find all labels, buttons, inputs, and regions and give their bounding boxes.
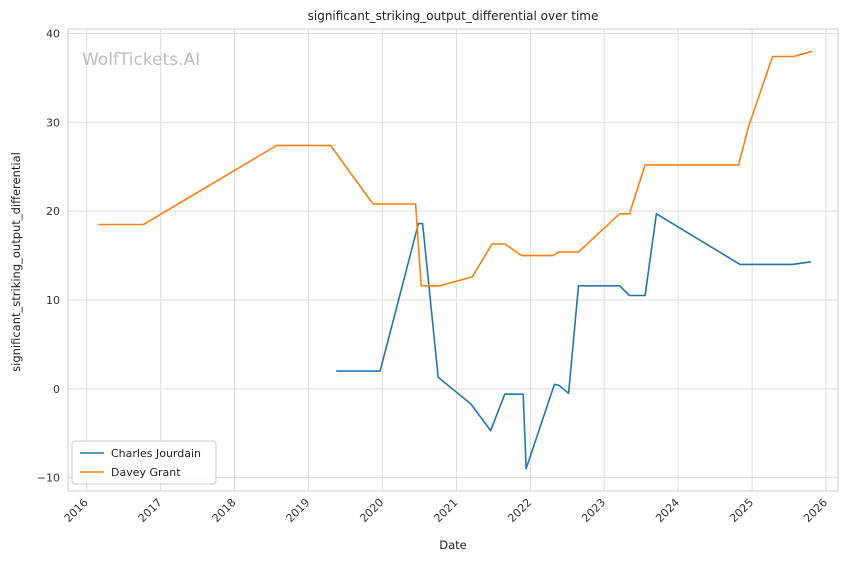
x-tick-label: 2017 — [136, 496, 165, 525]
x-tick-label: 2024 — [653, 496, 682, 525]
legend-label-davey-grant: Davey Grant — [111, 466, 181, 479]
x-tick-label: 2025 — [727, 496, 756, 525]
x-tick-label: 2026 — [801, 496, 830, 525]
series-line-charles-jourdain — [336, 213, 812, 470]
y-tick-label: 20 — [46, 205, 60, 218]
legend-label-charles-jourdain: Charles Jourdain — [111, 447, 201, 460]
y-tick-label: 40 — [46, 27, 60, 40]
x-axis-label: Date — [439, 538, 467, 552]
chart-title: significant_striking_output_differential… — [308, 9, 599, 23]
x-tick-label: 2018 — [210, 496, 239, 525]
x-tick-label: 2016 — [62, 496, 91, 525]
y-axis-label: significant_striking_output_differential — [9, 152, 23, 372]
x-tick-label: 2019 — [284, 496, 313, 525]
watermark: WolfTickets.AI — [82, 50, 200, 70]
legend: Charles Jourdain Davey Grant — [71, 440, 217, 485]
series-line-davey-grant — [98, 50, 813, 287]
x-tick-label: 2023 — [579, 496, 608, 525]
x-tick-label: 2020 — [357, 496, 386, 525]
series-layer — [98, 50, 813, 470]
x-tick-label: 2021 — [431, 496, 460, 525]
plot-area — [67, 28, 839, 492]
y-tick-label: −10 — [37, 472, 60, 485]
y-tick-label: 30 — [46, 116, 60, 129]
legend-box — [71, 440, 217, 485]
y-tick-label: 10 — [46, 294, 60, 307]
grid — [68, 29, 838, 491]
x-tick-label: 2022 — [505, 496, 534, 525]
y-tick-label: 0 — [53, 383, 60, 396]
